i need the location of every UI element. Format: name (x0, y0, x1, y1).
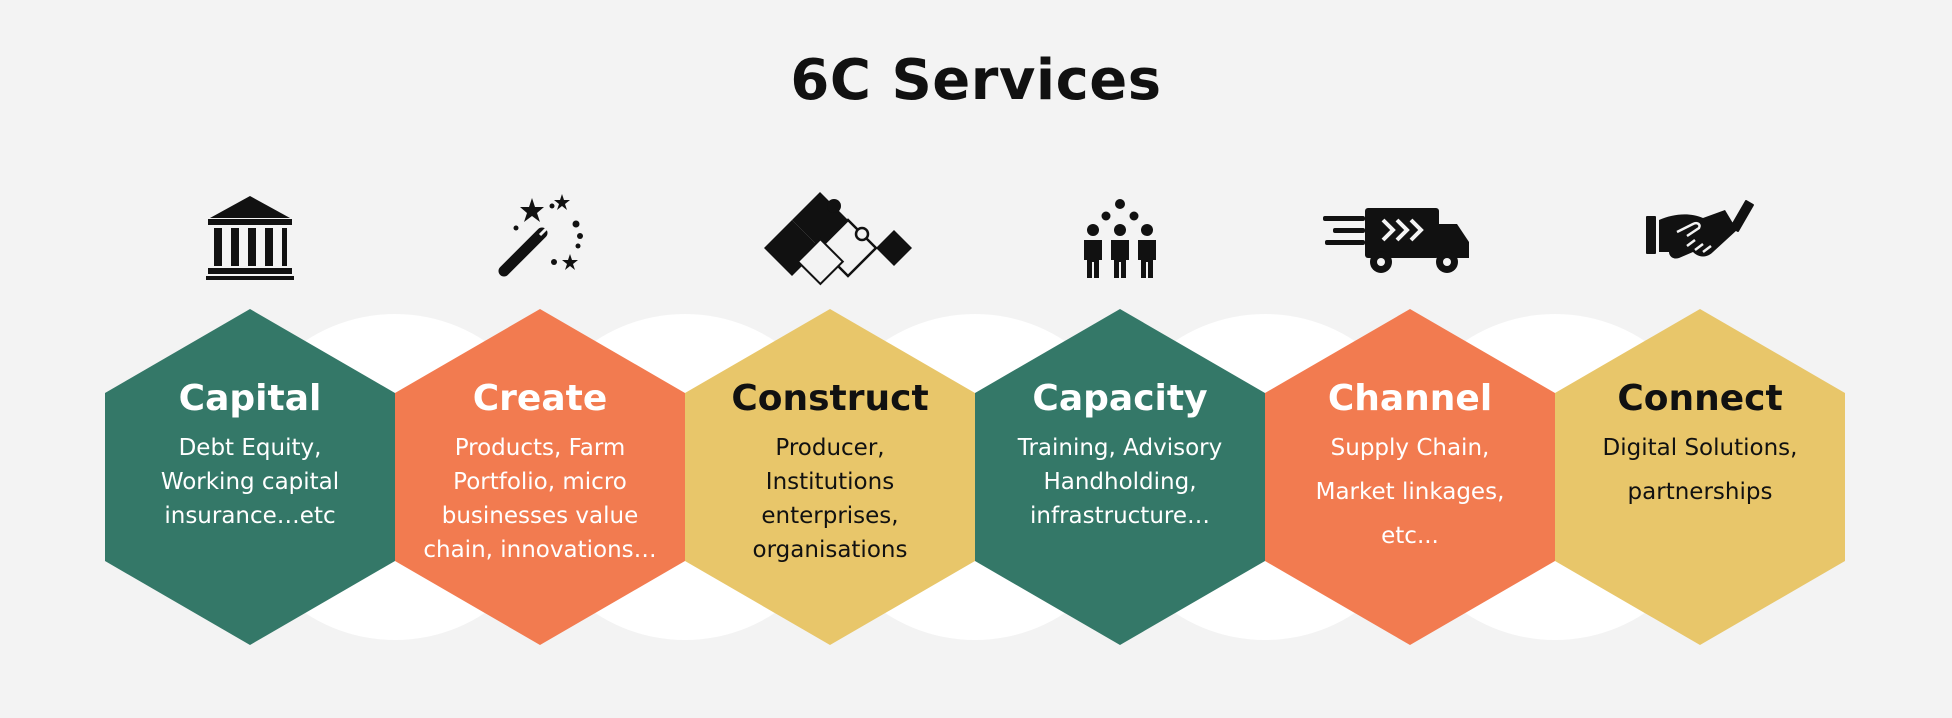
service-capacity: Capacity Training, Advisory Handholding, in… (975, 309, 1265, 645)
service-title: Capital (179, 378, 322, 419)
hexagon-channel (1265, 309, 1555, 645)
service-description-line: Debt Equity, (179, 435, 322, 461)
service-title: Capacity (1032, 378, 1207, 419)
service-hexagons: Capital Debt Equity, Working capital insura… (105, 309, 1845, 645)
service-description-line: Institutions (766, 469, 894, 495)
magic-wand-icon (498, 194, 583, 277)
service-create: Create Products, Farm Portfolio, micro busi… (395, 309, 685, 645)
service-description-line: Producer, (775, 435, 884, 461)
hexagon-capital (105, 309, 395, 645)
bank-icon (206, 196, 294, 280)
service-description-line: Products, Farm (455, 435, 626, 461)
service-description-line: Working capital (161, 469, 339, 495)
service-description-line: etc... (1381, 523, 1439, 549)
service-description-line: enterprises, (761, 503, 898, 529)
service-description-line: Portfolio, micro (453, 469, 627, 495)
hexagon-connect (1555, 309, 1845, 645)
service-connect: Connect Digital Solutions, partnerships (1555, 309, 1845, 645)
service-description-line: partnerships (1628, 479, 1773, 505)
diagram-title: 6C Services (790, 48, 1162, 113)
service-description-line: businesses value (442, 503, 639, 529)
service-description-line: Handholding, (1043, 469, 1196, 495)
handshake-icon (1646, 200, 1754, 259)
service-construct: Construct Producer, Institutions enterprise… (685, 309, 975, 645)
service-title: Construct (731, 378, 928, 419)
service-icons (206, 192, 1754, 286)
service-title: Create (473, 378, 608, 419)
service-description-line: organisations (753, 537, 908, 563)
service-channel: Channel Supply Chain, Market linkages, etc.… (1265, 309, 1555, 645)
service-description-line: Market linkages, (1316, 479, 1505, 505)
hexagon-create (395, 309, 685, 645)
service-title: Connect (1617, 378, 1782, 419)
service-description-line: chain, innovations… (423, 537, 656, 563)
delivery-truck-icon (1323, 208, 1469, 273)
people-group-icon (1084, 199, 1156, 278)
service-description-line: Digital Solutions, (1603, 435, 1798, 461)
service-description-line: insurance…etc (164, 503, 335, 529)
service-description-line: infrastructure… (1030, 503, 1210, 529)
puzzle-icon (764, 192, 912, 286)
service-description-line: Training, Advisory (1017, 435, 1222, 461)
service-title: Channel (1328, 378, 1492, 419)
hexagon-construct (685, 309, 975, 645)
service-capital: Capital Debt Equity, Working capital insura… (105, 309, 395, 645)
service-description-line: Supply Chain, (1331, 435, 1490, 461)
hexagon-capacity (975, 309, 1265, 645)
